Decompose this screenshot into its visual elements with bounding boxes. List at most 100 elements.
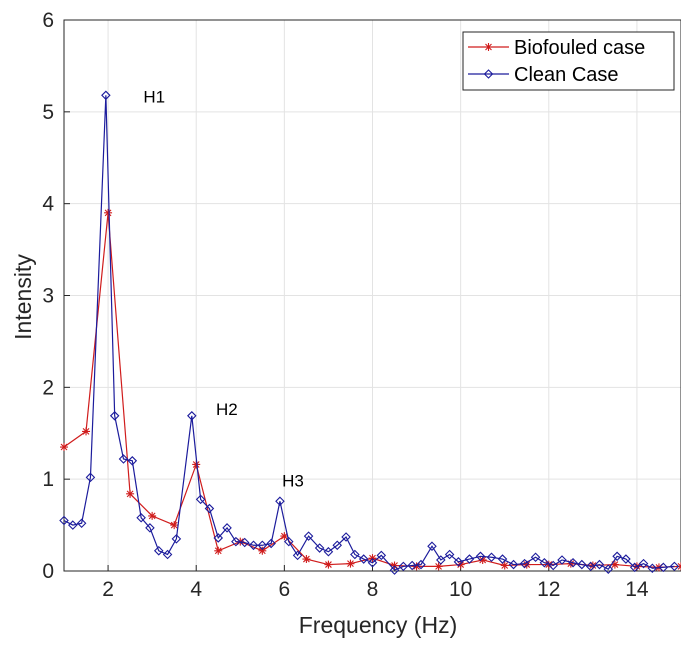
data-point <box>118 454 129 464</box>
data-point <box>68 520 78 530</box>
data-point <box>416 559 426 570</box>
data-point <box>101 90 111 101</box>
data-point <box>456 560 465 569</box>
data-point <box>453 557 464 567</box>
y-tick-label: 1 <box>42 468 54 491</box>
data-point <box>621 554 631 564</box>
data-point <box>389 565 400 575</box>
data-point <box>109 411 120 421</box>
data-point <box>136 512 146 523</box>
data-point <box>341 532 351 542</box>
y-tick-label: 4 <box>42 193 54 216</box>
data-point <box>59 515 69 526</box>
data-point <box>647 563 658 574</box>
data-point <box>314 543 325 553</box>
data-point <box>486 552 497 563</box>
legend-marker <box>483 69 494 79</box>
data-point <box>275 496 285 506</box>
data-point <box>195 494 206 505</box>
series-layer <box>59 90 681 575</box>
data-point <box>530 552 541 563</box>
data-point <box>434 562 443 571</box>
y-tick-label: 2 <box>42 376 54 399</box>
data-point <box>187 411 197 421</box>
data-point <box>522 560 531 569</box>
y-tick-label: 0 <box>42 560 54 583</box>
y-tick-label: 3 <box>42 285 54 308</box>
x-axis-label: Frequency (Hz) <box>299 612 457 638</box>
data-point <box>436 555 446 565</box>
y-axis-label: Intensity <box>10 254 36 340</box>
x-tick-label: 2 <box>102 578 114 601</box>
data-point <box>283 536 294 547</box>
data-point <box>566 559 575 568</box>
data-point <box>519 558 530 569</box>
data-point <box>548 560 558 571</box>
x-tick-label: 6 <box>279 578 291 601</box>
data-point <box>292 550 303 561</box>
data-point <box>303 531 314 541</box>
data-point <box>170 521 179 530</box>
data-point <box>427 541 437 551</box>
x-tick-label: 14 <box>625 578 649 601</box>
legend-box <box>462 31 675 91</box>
data-point <box>577 559 587 570</box>
data-point <box>162 549 173 560</box>
data-point <box>464 554 475 564</box>
data-point <box>412 562 421 571</box>
data-point <box>192 460 201 469</box>
data-point <box>398 561 409 572</box>
data-point <box>332 540 343 551</box>
series-1 <box>59 90 680 575</box>
data-point <box>346 559 355 568</box>
data-point <box>638 558 649 569</box>
x-tick-label: 8 <box>367 578 379 601</box>
data-point <box>407 560 417 571</box>
data-point <box>148 511 157 520</box>
data-point <box>508 559 519 570</box>
x-tick-label: 10 <box>449 578 472 601</box>
data-point <box>585 561 596 572</box>
data-point <box>231 536 241 547</box>
legend-marker <box>484 43 493 51</box>
data-point <box>222 523 232 533</box>
y-tick-label: 6 <box>42 9 54 32</box>
legend-label: Biofouled case <box>514 37 645 59</box>
data-point <box>539 557 550 568</box>
data-point <box>557 555 567 565</box>
data-point <box>497 554 508 564</box>
data-point <box>258 546 267 555</box>
data-point <box>145 523 155 533</box>
data-point <box>257 540 268 551</box>
data-point <box>444 549 455 560</box>
data-point <box>104 208 113 217</box>
data-point <box>76 518 87 529</box>
data-point <box>171 534 182 544</box>
data-point <box>350 549 360 560</box>
data-point <box>376 550 387 561</box>
data-point <box>324 560 333 569</box>
data-point <box>568 557 578 568</box>
data-point <box>82 427 91 436</box>
data-point <box>669 561 680 572</box>
legend-label: Clean Case <box>514 64 619 86</box>
data-point <box>153 546 164 556</box>
data-point <box>85 472 96 483</box>
data-point <box>302 555 311 564</box>
annotations: H1 H2 H3 <box>143 88 304 491</box>
data-point <box>358 554 369 564</box>
annotation-label: H3 <box>282 472 304 491</box>
data-point <box>204 503 215 514</box>
annotation-label: H1 <box>143 88 165 107</box>
data-point <box>629 562 640 573</box>
data-point <box>127 456 138 466</box>
data-point <box>367 557 378 568</box>
data-point <box>248 540 259 551</box>
annotation-label: H2 <box>216 400 238 419</box>
data-point <box>214 546 223 555</box>
data-point <box>213 533 224 543</box>
data-point <box>478 555 487 564</box>
data-point <box>610 560 619 569</box>
data-point <box>603 564 614 574</box>
